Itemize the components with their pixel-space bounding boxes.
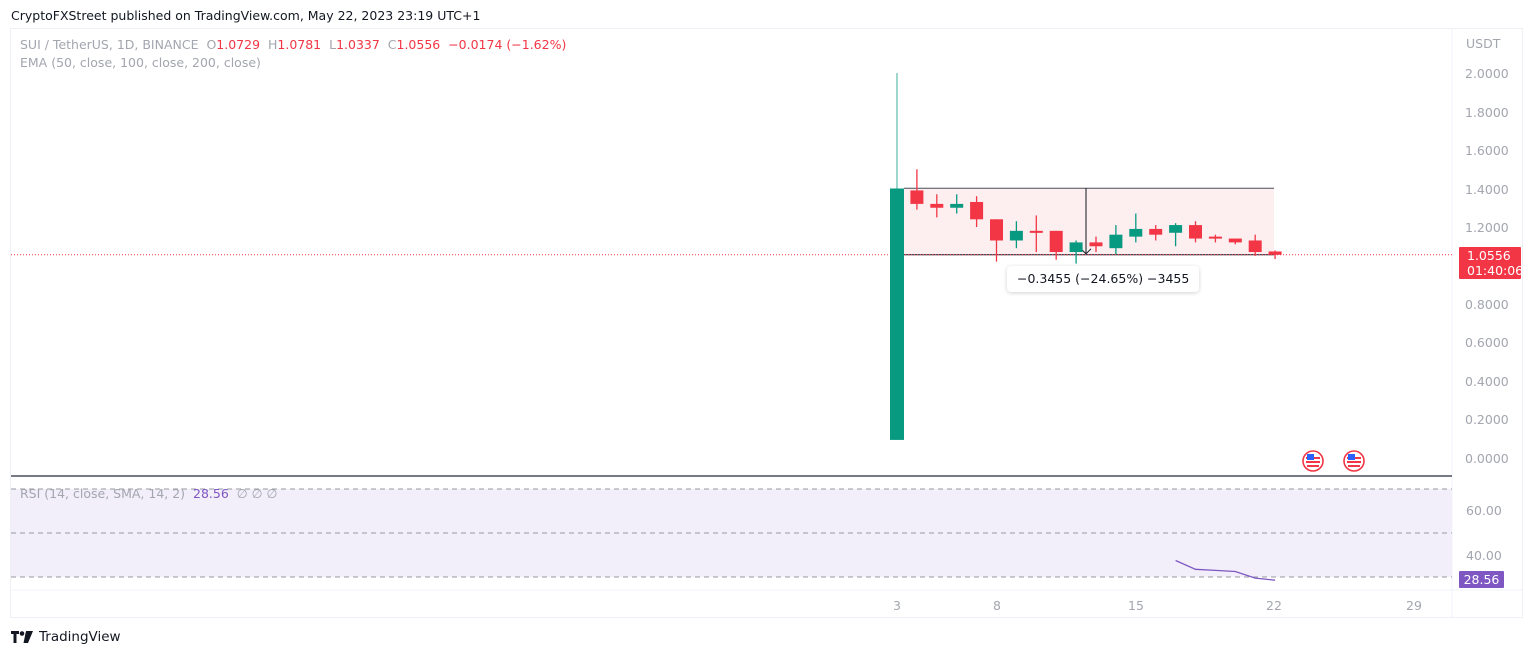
time-tick: 15 — [1128, 598, 1144, 613]
rsi-name: RSI (14, close, SMA, 14, 2) — [20, 486, 186, 501]
candle-body — [1208, 236, 1222, 239]
time-tick: 3 — [893, 598, 901, 613]
us-flag-event-icon[interactable] — [1302, 450, 1324, 472]
candle-body — [1129, 228, 1143, 237]
last-price: 1.0556 — [1467, 248, 1511, 263]
currency-label: USDT — [1466, 36, 1501, 51]
us-flag-event-icon[interactable] — [1343, 450, 1365, 472]
arrow-head-icon — [1081, 248, 1092, 255]
candle-body — [1009, 230, 1023, 241]
ema-legend[interactable]: EMA (50, close, 100, close, 200, close) — [20, 55, 261, 70]
bar-countdown: 01:40:06 — [1467, 263, 1524, 278]
price-tick: 1.8000 — [1465, 105, 1509, 120]
candle-body — [950, 203, 964, 208]
symbol-name: SUI / TetherUS, 1D, BINANCE — [20, 37, 199, 52]
price-tick: 2.0000 — [1465, 66, 1509, 81]
candle-body — [1169, 225, 1183, 233]
price-tick: 0.6000 — [1465, 335, 1509, 350]
candle-body — [1109, 234, 1123, 249]
price-tick: 0.2000 — [1465, 412, 1509, 427]
candle-body — [1248, 240, 1262, 253]
rsi-legend[interactable]: RSI (14, close, SMA, 14, 2) 28.56 ∅ ∅ ∅ — [20, 486, 277, 501]
rsi-extra: ∅ ∅ ∅ — [236, 486, 278, 501]
measure-label[interactable]: −0.3455 (−24.65%) −3455 — [1007, 266, 1200, 292]
price-tick: 0.8000 — [1465, 297, 1509, 312]
tradingview-brand[interactable]: TradingView — [11, 629, 121, 645]
range-measure-fill — [904, 188, 1274, 255]
candle-body — [970, 201, 984, 220]
time-tick: 22 — [1266, 598, 1282, 613]
candle-body — [1049, 230, 1063, 253]
candle-body — [910, 190, 924, 204]
candle-body — [1268, 251, 1282, 255]
open-value: 1.0729 — [216, 37, 261, 52]
candle-body — [930, 203, 944, 208]
price-tick: 1.4000 — [1465, 182, 1509, 197]
rsi-line — [1175, 559, 1276, 581]
price-tick: 0.4000 — [1465, 374, 1509, 389]
publisher-line: CryptoFXStreet published on TradingView.… — [11, 8, 481, 23]
tradingview-logo-icon — [11, 631, 33, 643]
last-price-tag: 1.0556 01:40:06 — [1459, 247, 1524, 279]
candle-body — [990, 219, 1003, 241]
candle-body — [1149, 228, 1163, 235]
rsi-tick: 60.00 — [1466, 503, 1502, 518]
price-tick: 0.0000 — [1465, 451, 1509, 466]
change-value: −0.0174 (−1.62%) — [448, 37, 567, 52]
candle-body — [1069, 242, 1083, 253]
candle-body — [1228, 238, 1242, 243]
symbol-legend[interactable]: SUI / TetherUS, 1D, BINANCE O1.0729 H1.0… — [20, 37, 567, 52]
high-value: 1.0781 — [277, 37, 322, 52]
time-tick: 29 — [1406, 598, 1422, 613]
rsi-last-tag: 28.56 — [1459, 571, 1504, 588]
close-value: 1.0556 — [396, 37, 441, 52]
rsi-tick: 40.00 — [1466, 548, 1502, 563]
candle-body — [1089, 242, 1103, 247]
price-tick: 1.6000 — [1465, 143, 1509, 158]
time-tick: 8 — [993, 598, 1001, 613]
candle-body — [890, 188, 904, 440]
price-tick: 1.2000 — [1465, 220, 1509, 235]
brand-name: TradingView — [39, 629, 121, 645]
candle-body — [1189, 225, 1202, 239]
candle-body — [1029, 230, 1043, 233]
rsi-value: 28.56 — [193, 486, 229, 501]
low-value: 1.0337 — [336, 37, 380, 52]
chart-frame — [10, 28, 1523, 618]
